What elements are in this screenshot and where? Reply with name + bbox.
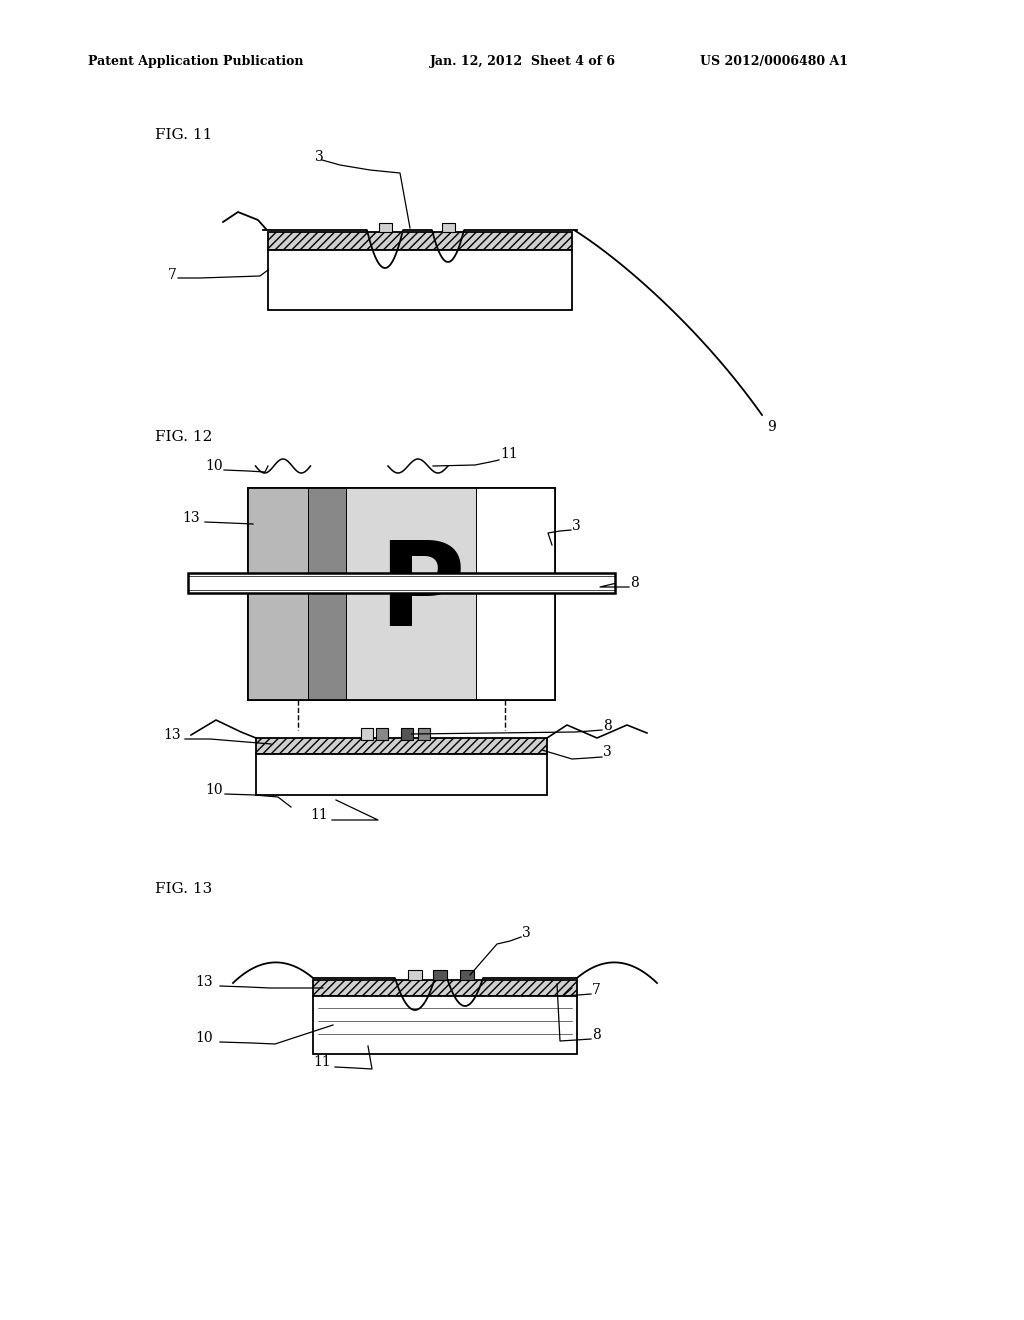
Text: 8: 8 <box>592 1028 601 1041</box>
Bar <box>441 223 455 232</box>
Text: Jan. 12, 2012  Sheet 4 of 6: Jan. 12, 2012 Sheet 4 of 6 <box>430 55 616 69</box>
Text: 11: 11 <box>500 447 518 461</box>
Bar <box>268 232 572 249</box>
Bar <box>308 488 346 700</box>
Bar <box>256 754 547 795</box>
Text: P: P <box>378 536 464 652</box>
Bar <box>476 488 555 700</box>
Text: 11: 11 <box>313 1055 331 1069</box>
Text: 3: 3 <box>315 150 324 164</box>
Bar <box>248 488 555 700</box>
Text: 13: 13 <box>163 729 180 742</box>
Bar <box>188 573 615 594</box>
Text: 13: 13 <box>182 511 200 525</box>
Bar <box>248 488 555 700</box>
Bar <box>379 223 391 232</box>
Text: FIG. 11: FIG. 11 <box>155 128 212 143</box>
Bar <box>460 970 474 979</box>
Bar <box>418 729 429 741</box>
Text: 3: 3 <box>572 519 581 533</box>
Text: US 2012/0006480 A1: US 2012/0006480 A1 <box>700 55 848 69</box>
Bar <box>268 249 572 310</box>
Bar <box>346 488 476 700</box>
Text: FIG. 13: FIG. 13 <box>155 882 212 896</box>
Bar <box>248 488 308 700</box>
Text: 11: 11 <box>310 808 328 822</box>
Bar <box>360 729 373 741</box>
Bar <box>256 738 547 754</box>
Text: 7: 7 <box>592 983 601 997</box>
Text: 3: 3 <box>522 927 530 940</box>
Text: 9: 9 <box>767 420 776 434</box>
Text: 7: 7 <box>168 268 177 282</box>
Text: 10: 10 <box>195 1031 213 1045</box>
Text: 3: 3 <box>603 744 611 759</box>
Text: 10: 10 <box>205 459 222 473</box>
Text: 13: 13 <box>195 975 213 989</box>
Text: FIG. 12: FIG. 12 <box>155 430 212 444</box>
Text: 10: 10 <box>205 783 222 797</box>
Bar <box>408 970 422 979</box>
Bar <box>400 729 413 741</box>
Bar <box>313 997 577 1053</box>
Text: Patent Application Publication: Patent Application Publication <box>88 55 303 69</box>
Bar <box>313 979 577 997</box>
Bar <box>376 729 387 741</box>
Text: 8: 8 <box>630 576 639 590</box>
Bar <box>433 970 447 979</box>
Text: 8: 8 <box>603 719 611 733</box>
